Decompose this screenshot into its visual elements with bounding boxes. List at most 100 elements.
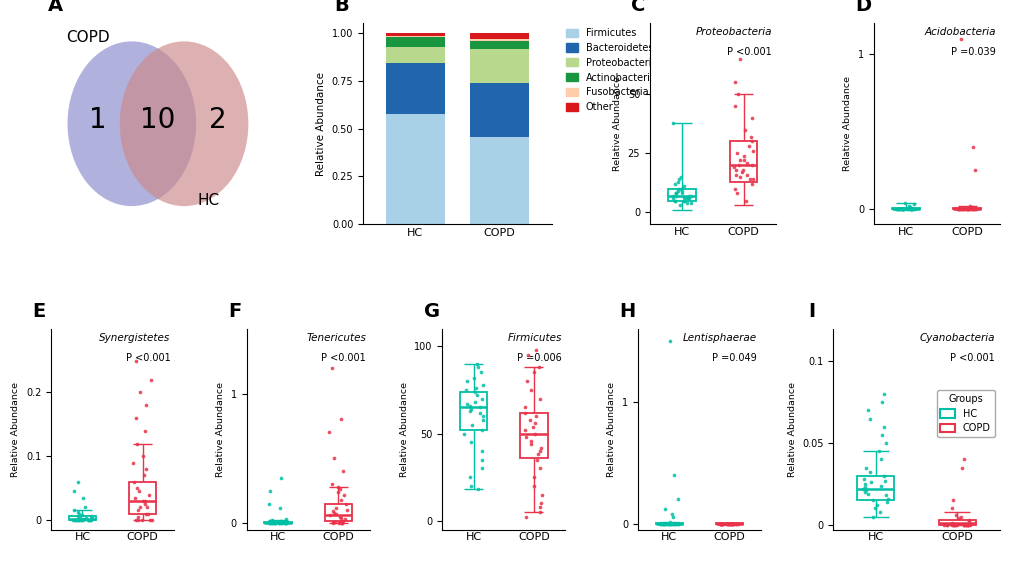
Point xyxy=(462,401,478,410)
Point xyxy=(891,204,907,214)
Point xyxy=(889,204,905,214)
FancyBboxPatch shape xyxy=(953,208,980,209)
Point xyxy=(947,510,963,520)
Point xyxy=(472,368,488,377)
Point xyxy=(324,480,340,489)
Point xyxy=(273,519,289,528)
Point xyxy=(720,519,737,528)
Point xyxy=(664,513,681,522)
Point xyxy=(875,476,892,485)
Point xyxy=(950,513,966,523)
Point xyxy=(531,464,547,473)
Point xyxy=(873,398,890,407)
Point xyxy=(267,518,283,527)
Point xyxy=(659,519,676,528)
Point xyxy=(731,156,747,165)
Text: G: G xyxy=(423,301,439,321)
Point xyxy=(734,168,750,177)
Point xyxy=(666,519,683,528)
Point xyxy=(948,520,964,530)
Point xyxy=(711,519,728,528)
Point xyxy=(729,90,745,99)
Text: HC: HC xyxy=(197,193,219,208)
Point xyxy=(132,388,149,397)
Point xyxy=(277,519,293,528)
Point xyxy=(898,204,914,214)
Point xyxy=(520,350,536,360)
Point xyxy=(332,516,348,525)
Text: D: D xyxy=(854,0,870,15)
Point xyxy=(902,203,918,212)
Point xyxy=(743,161,759,170)
Point xyxy=(957,520,973,530)
Point xyxy=(946,520,962,530)
Point xyxy=(330,487,346,496)
Point xyxy=(893,204,909,214)
Point xyxy=(945,520,961,530)
Point xyxy=(659,519,676,528)
Bar xyxy=(386,33,444,36)
Point xyxy=(667,189,684,198)
Point xyxy=(728,165,744,175)
Point xyxy=(862,478,878,487)
Point xyxy=(872,455,889,464)
FancyBboxPatch shape xyxy=(655,523,683,524)
Point xyxy=(959,204,975,214)
Point xyxy=(859,406,875,415)
Point xyxy=(74,516,91,525)
Point xyxy=(877,491,894,500)
Point xyxy=(474,464,490,473)
Point xyxy=(957,204,973,214)
Point xyxy=(262,519,278,528)
Point xyxy=(726,78,742,87)
Point xyxy=(74,493,91,502)
Point xyxy=(270,519,286,528)
Point xyxy=(125,477,142,487)
Point xyxy=(676,196,692,205)
Point xyxy=(731,172,747,182)
Point xyxy=(741,175,757,184)
Point xyxy=(463,481,479,491)
Point xyxy=(720,519,737,528)
Point xyxy=(658,519,675,528)
Point xyxy=(727,184,743,193)
Bar xyxy=(386,47,444,63)
Y-axis label: Relative Abundance: Relative Abundance xyxy=(787,382,796,477)
Point xyxy=(730,161,746,170)
Point xyxy=(743,113,759,122)
Point xyxy=(469,485,485,494)
Point xyxy=(469,359,485,368)
Text: 2: 2 xyxy=(209,106,227,134)
Point xyxy=(953,204,969,214)
Point xyxy=(69,516,86,525)
Text: E: E xyxy=(33,301,46,321)
Point xyxy=(950,204,966,214)
Point xyxy=(530,363,546,372)
Point xyxy=(661,517,678,527)
Point xyxy=(131,503,148,512)
Point xyxy=(949,204,965,214)
Point xyxy=(472,403,488,412)
Bar xyxy=(470,137,528,224)
Point xyxy=(469,391,485,400)
Point xyxy=(732,54,748,63)
Point xyxy=(138,464,154,474)
Point xyxy=(674,186,690,196)
Point xyxy=(664,118,681,127)
Point xyxy=(958,204,974,214)
FancyBboxPatch shape xyxy=(264,522,291,523)
Point xyxy=(664,519,681,528)
Point xyxy=(336,514,353,524)
Point xyxy=(474,411,490,421)
Point xyxy=(722,519,739,528)
Point xyxy=(900,201,916,210)
Point xyxy=(277,519,293,528)
Point xyxy=(957,204,973,214)
Point xyxy=(963,204,979,214)
FancyBboxPatch shape xyxy=(891,208,919,209)
FancyBboxPatch shape xyxy=(857,475,894,500)
Bar xyxy=(386,114,444,224)
Bar xyxy=(386,63,444,114)
Point xyxy=(331,519,347,528)
Point xyxy=(875,471,892,480)
